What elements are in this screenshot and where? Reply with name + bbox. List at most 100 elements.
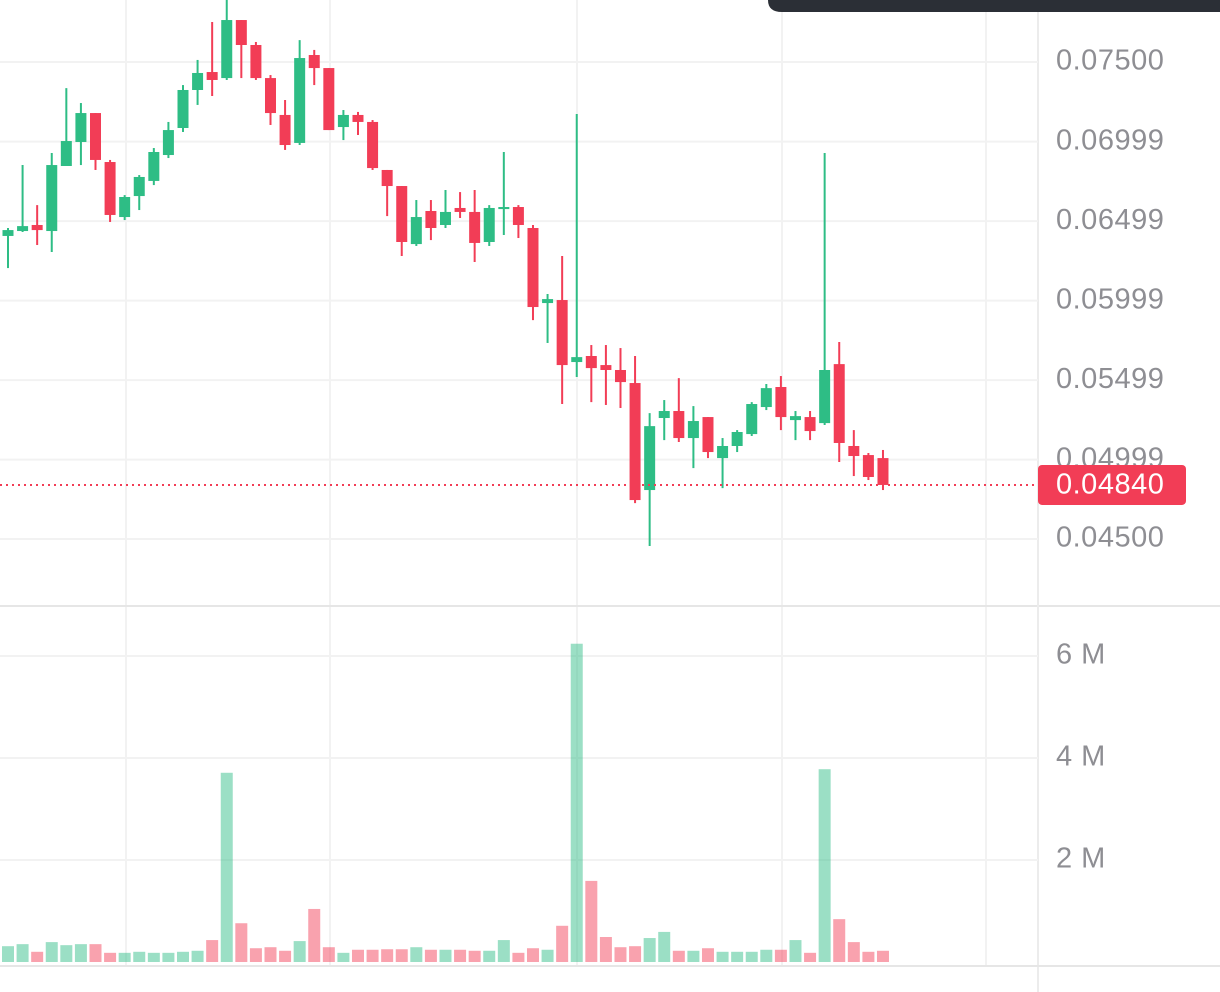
y-tick-label: 0.05999 [1056,283,1164,315]
y-tick-label: 2 M [1056,843,1106,875]
candle-body [425,210,437,229]
candle-body [250,44,262,79]
volume-bar [176,951,189,962]
volume-bar [745,951,758,962]
volume-bar [599,937,612,962]
candle-body [396,186,408,242]
volume-bar [60,945,73,962]
candle-body [877,458,889,485]
candle-body [308,55,320,69]
volume-bar [2,946,14,962]
candle-body [658,411,670,419]
candle-body [337,114,349,128]
last-price-label: 0.04840 [1056,469,1164,501]
candle-body [848,445,860,457]
candle-body [614,369,626,383]
volume-bar [220,772,233,962]
candle-body [789,416,801,421]
volume-bar [249,948,262,962]
candle-body [717,445,729,459]
y-tick-label: 0.06999 [1056,124,1164,156]
volume-bar [410,947,423,962]
volume-bar [614,947,627,962]
candle-body [192,72,204,90]
volume-bar [31,951,44,962]
volume-bar [526,948,539,962]
volume-bar [424,949,437,962]
volume-bar [235,923,248,962]
y-tick-label: 0.07500 [1056,45,1164,77]
candle-body [775,387,787,418]
volume-bar [818,769,831,962]
y-tick-label: 0.06499 [1056,204,1164,236]
volume-bar [337,952,350,962]
candle-body [746,404,758,435]
candle-body [75,113,87,142]
candle-body [702,417,714,453]
volume-bar [556,925,569,962]
candle-body [687,421,699,439]
candle-body [644,426,656,491]
candle-body [410,217,422,245]
candle-body [629,383,641,501]
candle-body [323,68,335,131]
candle-body [46,165,58,232]
volume-bar [293,941,306,962]
volume-bar [118,952,131,962]
candle-body [731,432,743,446]
candle-body [804,417,816,432]
toolbar-edge [768,0,1220,12]
volume-bar [206,940,219,962]
last-price-box [1038,464,1186,505]
candle-body [104,162,116,215]
volume-bar [760,949,773,962]
volume-bar [847,942,860,962]
volume-bar [585,880,598,962]
candle-body [2,230,14,236]
candle-body [133,176,145,197]
candle-body [206,72,218,80]
volume-bar [45,942,58,962]
volume-bar [279,950,292,962]
volume-bar [701,948,714,962]
candle-body [600,365,612,370]
volume-bar [512,952,525,962]
candle-body [556,300,568,366]
candle-body [833,364,845,443]
candle-body [221,20,233,79]
candle-body [148,152,160,181]
volume-bar [133,951,146,962]
volume-bar [570,643,583,962]
volume-bar [351,949,364,962]
volume-bar [104,952,117,962]
candle-body [264,78,276,114]
volume-bar [862,951,875,962]
candle-body [119,197,131,218]
volume-bar [395,949,408,962]
y-tick-label: 0.05499 [1056,363,1164,395]
volume-bar [162,952,175,962]
candle-body [279,114,291,146]
volume-bar [454,949,467,962]
volume-bar [629,946,642,962]
volume-bar [308,908,321,962]
volume-bar [381,949,394,962]
volume-bar [804,952,817,962]
candle-body [439,211,451,225]
y-tick-label: 4 M [1056,741,1106,773]
volume-bar [672,950,685,962]
volume-bar [658,931,671,962]
candle-body [512,207,524,225]
volume-bar [89,944,102,962]
candle-body [542,299,554,304]
volume-bar [439,949,452,962]
candle-body [352,114,364,122]
volume-bar [643,938,656,962]
candle-body [294,58,306,143]
volume-bar [716,951,729,962]
candle-body [454,207,466,212]
volume-bar [497,940,510,962]
candle-body [483,207,495,242]
candle-body [381,169,393,187]
